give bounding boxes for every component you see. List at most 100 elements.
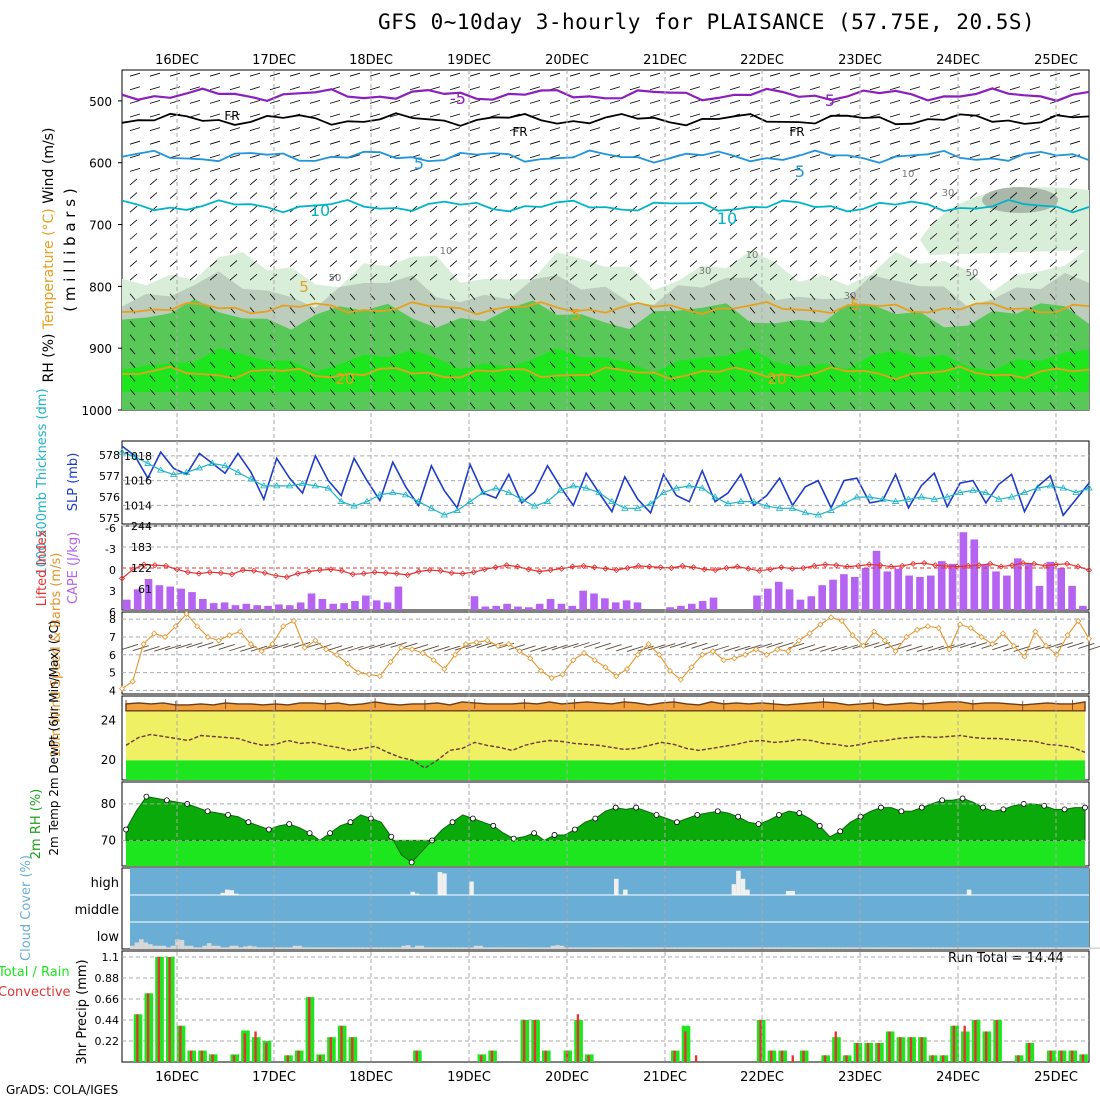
lifted-point bbox=[437, 567, 444, 574]
wind-barb bbox=[989, 260, 998, 267]
wind-speed-point bbox=[838, 617, 845, 624]
wind-barb bbox=[229, 154, 241, 159]
wind-barb bbox=[209, 273, 218, 281]
precip-conv-bar bbox=[329, 1037, 332, 1062]
wind-speed-point bbox=[935, 624, 942, 632]
cloud-layer-label: middle bbox=[75, 903, 119, 918]
wind-barb bbox=[629, 347, 636, 355]
wind-barb bbox=[889, 99, 901, 104]
wind-barb bbox=[1069, 402, 1076, 409]
precip-conv-bar bbox=[899, 1037, 902, 1062]
wind-barb-10m bbox=[1002, 645, 1020, 652]
wind-barb bbox=[769, 178, 778, 186]
wind-barb bbox=[649, 86, 661, 91]
rh-ytick: 80 bbox=[101, 797, 116, 811]
wind-barb bbox=[549, 246, 558, 254]
wind-barb bbox=[509, 246, 518, 254]
wind-barb bbox=[669, 127, 681, 131]
wind-barb bbox=[349, 127, 361, 131]
wind-barb bbox=[689, 99, 701, 104]
wind-barb bbox=[729, 140, 741, 145]
wind-barb bbox=[249, 320, 256, 328]
lifted-point bbox=[118, 575, 126, 582]
thickness-point bbox=[608, 497, 616, 504]
thickness-point bbox=[350, 502, 358, 509]
wind-barb bbox=[589, 219, 598, 227]
wind-barb bbox=[649, 273, 658, 281]
wind-barb bbox=[209, 99, 221, 104]
wind-barb-10m bbox=[594, 642, 611, 649]
wind-barb bbox=[749, 72, 761, 77]
wind-barb bbox=[169, 260, 178, 267]
wind-barb bbox=[229, 361, 236, 369]
wind-barb bbox=[1029, 99, 1041, 104]
cloud-low-bar bbox=[636, 947, 642, 949]
wind-barb bbox=[509, 307, 516, 314]
wind-barb bbox=[409, 99, 421, 104]
wind-barb bbox=[429, 99, 441, 104]
cloud-low-bar bbox=[799, 947, 805, 949]
cloud-low-bar bbox=[944, 947, 949, 949]
wind-barb-10m bbox=[197, 642, 214, 648]
cape-bar bbox=[916, 576, 924, 610]
wind-speed-point bbox=[1021, 653, 1028, 660]
wind-barb bbox=[449, 167, 461, 172]
wind-barb bbox=[369, 388, 376, 396]
wind-barb bbox=[449, 273, 458, 281]
wind-barb bbox=[249, 293, 256, 301]
wind-barb bbox=[469, 140, 481, 145]
wind-barb bbox=[949, 273, 958, 281]
lifted-point bbox=[910, 560, 917, 567]
wind-barb bbox=[609, 375, 616, 382]
temp-contour-10 bbox=[121, 198, 1090, 214]
wind-barb bbox=[209, 375, 216, 382]
wind-barb bbox=[329, 273, 338, 281]
thickness-point bbox=[634, 504, 642, 511]
wind-barb bbox=[989, 307, 996, 314]
wind-barb bbox=[829, 72, 841, 77]
thickness-point bbox=[711, 493, 719, 500]
wind-barb bbox=[229, 99, 241, 104]
wind-barb bbox=[409, 167, 421, 172]
wind-barb bbox=[1049, 167, 1061, 172]
wind-barb bbox=[509, 178, 518, 186]
wind-barb-10m bbox=[916, 646, 934, 652]
wind-barb bbox=[729, 260, 738, 267]
cloud-low-bar bbox=[568, 947, 574, 949]
wind-barb bbox=[349, 334, 356, 341]
precip-conv-bar bbox=[533, 1020, 537, 1062]
wind-barb bbox=[709, 127, 721, 131]
wind-barb bbox=[289, 334, 296, 341]
wind-barb bbox=[549, 260, 558, 267]
wind-barb bbox=[1069, 127, 1081, 131]
wind-barb bbox=[869, 293, 876, 301]
wind-barb bbox=[529, 192, 538, 199]
rh-point bbox=[592, 815, 599, 822]
wind-barb bbox=[769, 246, 778, 254]
wind-barb-10m bbox=[1056, 642, 1073, 648]
wind-barb bbox=[1049, 127, 1061, 131]
wind-barb bbox=[509, 167, 521, 172]
wind-barb bbox=[129, 375, 136, 382]
wind-barb bbox=[489, 72, 501, 77]
wind-barb bbox=[169, 273, 178, 281]
wind-speed-point bbox=[441, 665, 448, 673]
wind-barb bbox=[569, 334, 576, 341]
wind-barb bbox=[349, 219, 358, 227]
precip-conv-bar bbox=[286, 1055, 289, 1062]
wind-barb bbox=[589, 113, 601, 118]
wind-barb bbox=[1069, 320, 1076, 328]
wind-barb bbox=[909, 293, 916, 301]
wind-barb bbox=[609, 86, 621, 91]
wind-barb bbox=[789, 260, 798, 267]
rh-point bbox=[469, 815, 476, 822]
cape-bar bbox=[231, 605, 240, 610]
wind-barb bbox=[529, 388, 536, 396]
wind-barb bbox=[209, 307, 216, 314]
wind-barb bbox=[1009, 293, 1016, 301]
cloud-low-bar bbox=[315, 947, 320, 949]
wind-barb bbox=[329, 347, 336, 355]
wind-barb bbox=[1049, 140, 1061, 145]
wind-barb bbox=[709, 219, 718, 227]
wind-barb bbox=[329, 233, 338, 240]
